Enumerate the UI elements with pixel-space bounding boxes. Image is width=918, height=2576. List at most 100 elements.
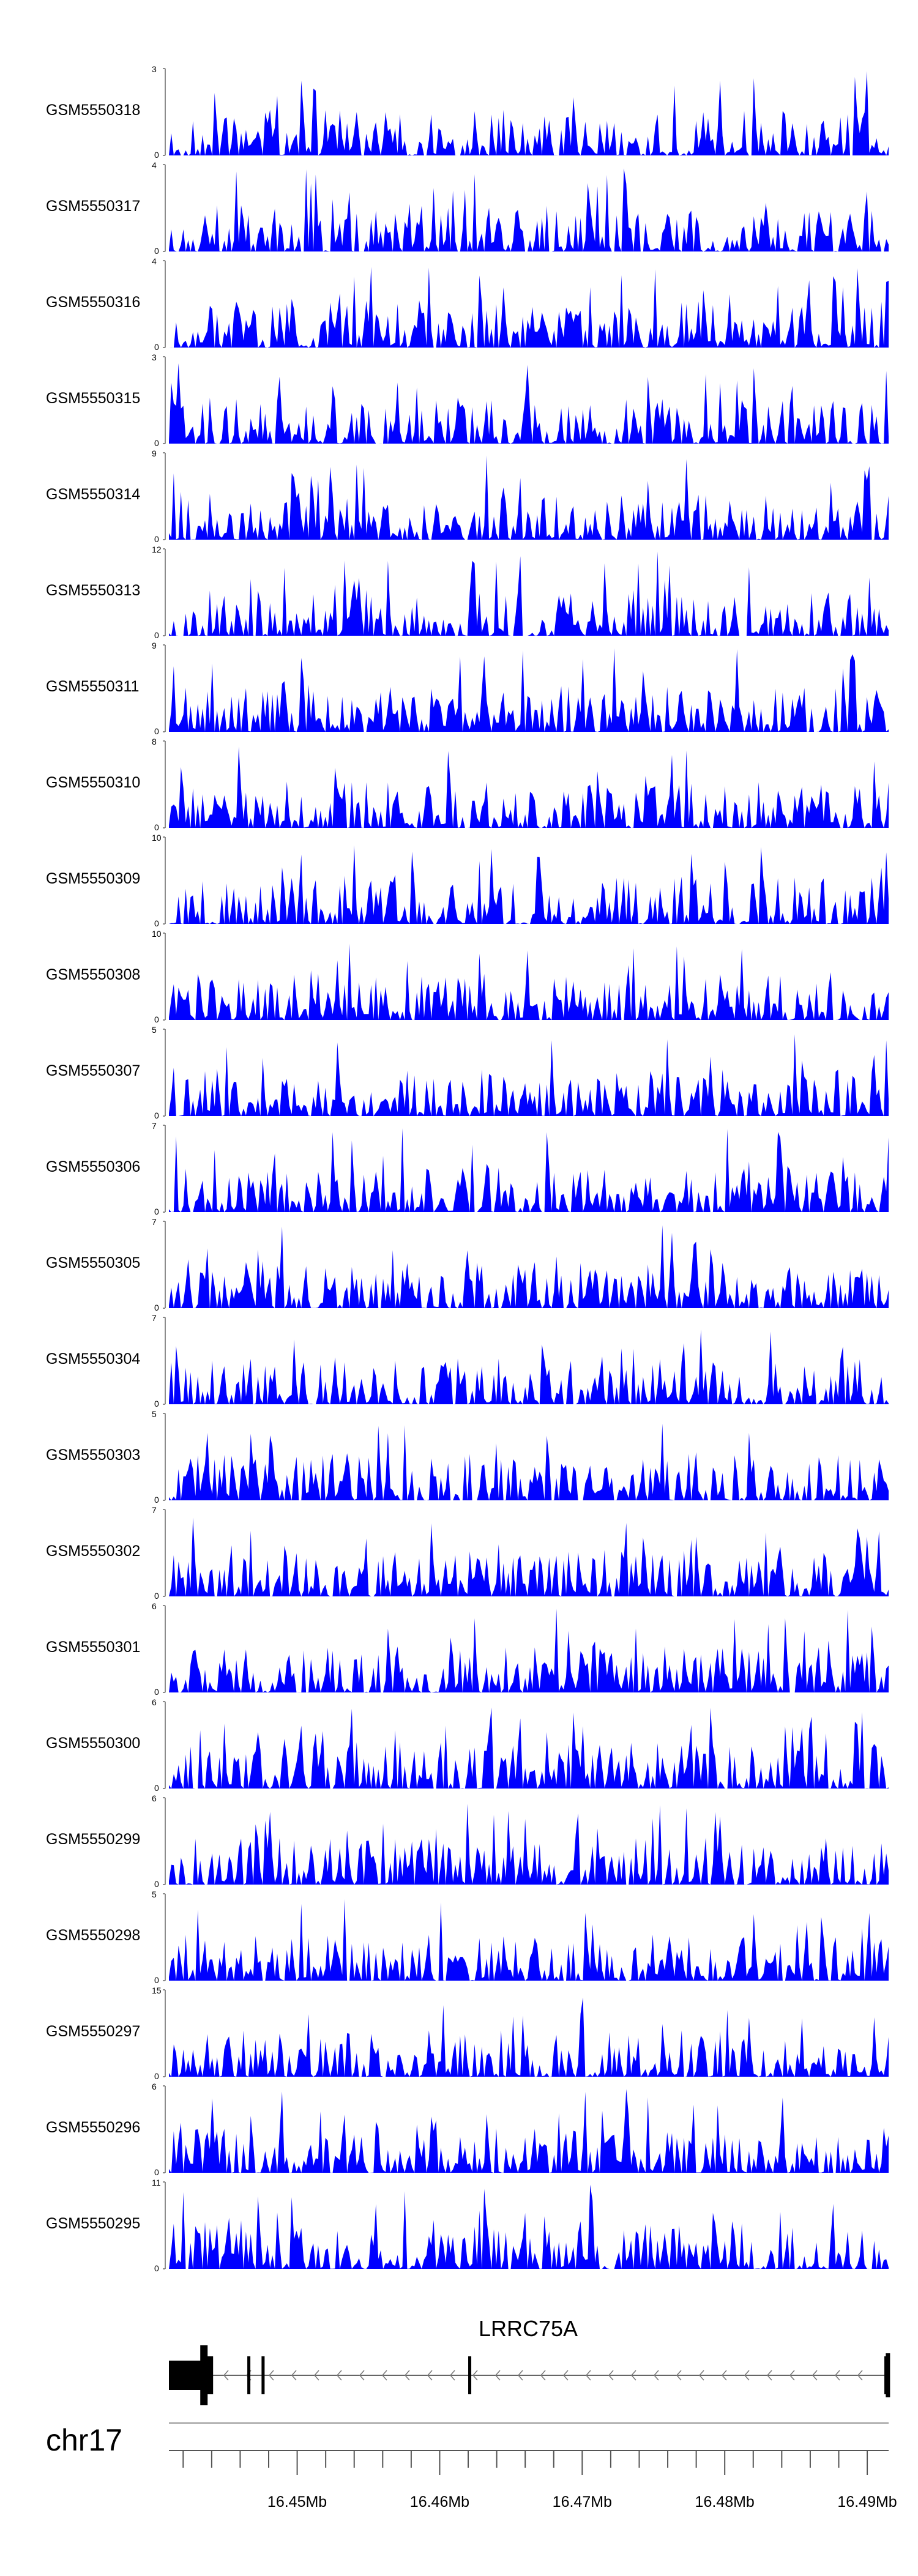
track-label: GSM5550317 — [46, 198, 140, 215]
strand-chevron — [812, 2370, 818, 2381]
strand-chevron — [608, 2370, 614, 2381]
coverage-track: GSM5550301 6 0 — [46, 1601, 889, 1697]
y-max-label: 5 — [152, 1889, 157, 1899]
strand-chevron — [699, 2370, 704, 2381]
gene-track: LRRC75A — [169, 2316, 890, 2405]
axis-tick-label: 16.47Mb — [553, 2493, 612, 2511]
strand-chevron — [337, 2370, 342, 2381]
coverage-track: GSM5550305 7 0 — [46, 1217, 889, 1312]
y-min-label: 0 — [154, 1399, 159, 1409]
strand-chevron — [789, 2370, 795, 2381]
coverage-area — [169, 845, 889, 924]
y-min-label: 0 — [154, 1591, 159, 1601]
track-label: GSM5550311 — [46, 678, 139, 695]
gene-exon — [886, 2353, 890, 2397]
coverage-track: GSM5550314 9 0 — [46, 449, 889, 544]
strand-chevron — [291, 2370, 297, 2381]
coverage-area — [169, 1804, 889, 1885]
y-max-label: 10 — [152, 833, 162, 843]
y-min-label: 0 — [154, 1014, 159, 1024]
strand-chevron — [450, 2370, 455, 2381]
y-max-label: 6 — [152, 1697, 157, 1707]
strand-chevron — [518, 2370, 523, 2381]
coverage-track: GSM5550296 6 0 — [46, 2082, 889, 2177]
track-label: GSM5550303 — [46, 1446, 140, 1464]
track-label: GSM5550297 — [46, 2023, 140, 2040]
y-min-label: 0 — [154, 1783, 159, 1793]
strand-chevron — [722, 2370, 727, 2381]
coverage-track: GSM5550308 10 0 — [46, 929, 889, 1024]
coverage-tracks: GSM555031830GSM555031740GSM555031640GSM5… — [46, 64, 889, 2273]
y-min-label: 0 — [154, 1687, 159, 1697]
coverage-track: GSM5550317 4 0 — [46, 160, 889, 256]
coverage-area — [169, 551, 889, 636]
y-min-label: 0 — [154, 2263, 159, 2273]
track-label: GSM5550316 — [46, 294, 140, 311]
track-label: GSM5550295 — [46, 2215, 140, 2232]
y-min-label: 0 — [154, 1495, 159, 1505]
axis-tick-label: 16.49Mb — [837, 2493, 897, 2511]
coverage-area — [169, 1997, 889, 2077]
track-label: GSM5550315 — [46, 390, 140, 407]
y-min-label: 0 — [154, 1975, 159, 1985]
strand-chevron — [540, 2370, 546, 2381]
y-min-label: 0 — [154, 1207, 159, 1216]
genome-axis: chr17 16.45Mb 16.46Mb 16.47Mb 16.48Mb 16.49M… — [46, 2422, 897, 2511]
strand-chevron — [586, 2370, 591, 2381]
y-max-label: 5 — [152, 1409, 157, 1419]
y-max-label: 6 — [152, 1601, 157, 1611]
strand-chevron — [359, 2370, 365, 2381]
track-label: GSM5550314 — [46, 486, 140, 503]
coverage-area — [169, 1899, 889, 1981]
gene-exon — [247, 2356, 251, 2394]
y-min-label: 0 — [154, 1303, 159, 1312]
track-label: GSM5550299 — [46, 1831, 140, 1848]
y-max-label: 7 — [152, 1505, 157, 1515]
y-max-label: 4 — [152, 160, 157, 170]
strand-chevron — [835, 2370, 840, 2381]
coverage-track: GSM5550299 6 0 — [46, 1793, 889, 1889]
y-max-label: 15 — [152, 1986, 162, 1995]
strand-chevron — [654, 2370, 659, 2381]
coverage-area — [169, 1225, 889, 1308]
y-min-label: 0 — [154, 726, 159, 736]
coverage-track: GSM5550307 5 0 — [46, 1025, 889, 1120]
coverage-area — [169, 746, 889, 828]
coverage-track: GSM5550309 10 0 — [46, 833, 889, 928]
coverage-track: GSM5550297 15 0 — [46, 1986, 889, 2081]
track-label: GSM5550309 — [46, 870, 140, 887]
coverage-area — [169, 363, 889, 444]
y-max-label: 6 — [152, 2082, 157, 2091]
strand-chevron — [223, 2370, 229, 2381]
coverage-track: GSM5550302 7 0 — [46, 1505, 889, 1601]
strand-chevron — [857, 2370, 863, 2381]
coverage-track: GSM5550316 4 0 — [46, 256, 889, 352]
coverage-track: GSM5550295 11 0 — [46, 2178, 889, 2273]
strand-chevron — [269, 2370, 274, 2381]
y-max-label: 6 — [152, 1793, 157, 1803]
coverage-track: GSM5550300 6 0 — [46, 1697, 889, 1793]
y-max-label: 4 — [152, 256, 157, 266]
coverage-area — [169, 168, 889, 251]
track-label: GSM5550308 — [46, 966, 140, 983]
coverage-area — [169, 1707, 889, 1789]
track-label: GSM5550306 — [46, 1158, 140, 1175]
track-label: GSM5550296 — [46, 2119, 140, 2136]
y-min-label: 0 — [154, 1111, 159, 1120]
coverage-area — [169, 455, 889, 540]
coverage-area — [169, 1517, 889, 1596]
strand-chevron — [427, 2370, 433, 2381]
coverage-area — [169, 1329, 889, 1404]
strand-chevron — [314, 2370, 319, 2381]
y-min-label: 0 — [154, 2167, 159, 2177]
gene-exons — [169, 2345, 890, 2405]
coverage-area — [169, 2184, 889, 2269]
track-label: GSM5550298 — [46, 1927, 140, 1944]
y-min-label: 0 — [154, 534, 159, 544]
coverage-track: GSM5550311 9 0 — [46, 641, 889, 736]
strand-chevron — [472, 2370, 478, 2381]
y-min-label: 0 — [154, 822, 159, 832]
coverage-area — [169, 71, 889, 155]
coverage-area — [169, 1034, 889, 1116]
